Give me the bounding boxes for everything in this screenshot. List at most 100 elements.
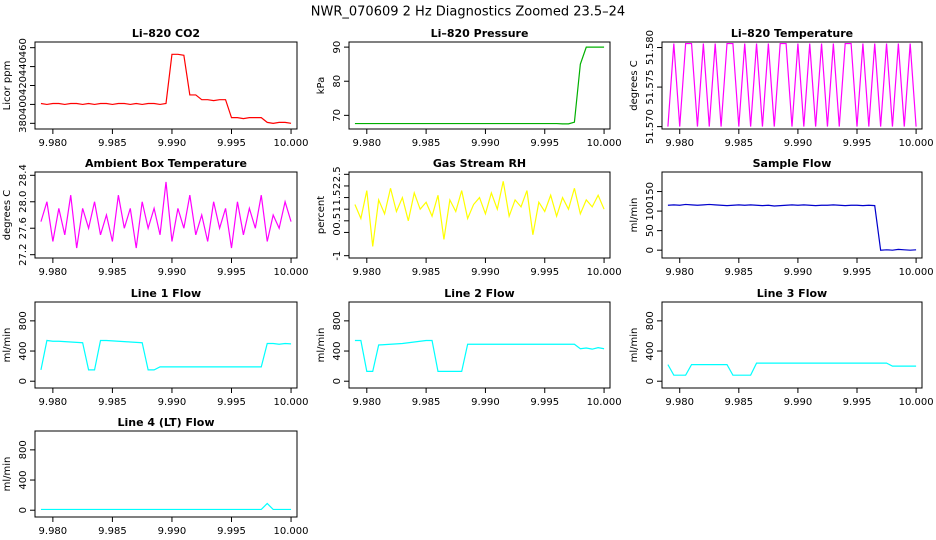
data-line (40, 339, 292, 371)
y-tick-label: 51.580 (645, 30, 656, 65)
data-line (40, 53, 292, 124)
x-tick-label: 9.990 (158, 526, 187, 537)
y-axis-label: ml/min (629, 198, 640, 233)
y-tick-label: 0 (332, 229, 343, 235)
x-tick-label: 9.985 (98, 397, 127, 408)
x-tick-label: 9.980 (352, 397, 381, 408)
x-tick-label: 9.980 (39, 526, 68, 537)
panel-title: Line 3 Flow (757, 287, 827, 300)
y-tick-label: 400 (332, 341, 343, 360)
y-tick-label: 2 (332, 183, 343, 189)
plot-frame (348, 301, 611, 389)
y-tick-label: 28.0 (18, 191, 29, 213)
x-tick-label: 10.000 (274, 267, 309, 278)
y-axis-label: percent (316, 196, 327, 234)
y-axis-label: ml/min (2, 457, 13, 492)
x-tick-label: 9.985 (724, 138, 753, 149)
x-tick-label: 9.980 (39, 267, 68, 278)
x-tick-label: 9.995 (217, 267, 246, 278)
panel-title: Line 4 (LT) Flow (118, 416, 215, 429)
y-axis-label: Licor ppm (2, 61, 13, 111)
x-tick-label: 9.990 (784, 397, 813, 408)
x-tick-label: 9.990 (471, 267, 500, 278)
figure-title: NWR_070609 2 Hz Diagnostics Zoomed 23.5–… (311, 5, 625, 20)
panel-title: Sample Flow (753, 157, 832, 170)
y-tick-label: 800 (18, 311, 29, 330)
x-tick-label: 9.980 (39, 397, 68, 408)
data-line (354, 339, 605, 372)
x-tick-label: 9.990 (471, 397, 500, 408)
y-tick-label: 400 (18, 470, 29, 489)
plot-frame (661, 41, 923, 130)
x-tick-label: 9.995 (217, 397, 246, 408)
y-tick-label: 800 (332, 311, 343, 330)
x-tick-label: 10.000 (274, 138, 309, 149)
panel-title: Line 1 Flow (131, 287, 201, 300)
x-tick-label: 9.995 (843, 138, 872, 149)
x-tick-label: 9.995 (843, 267, 872, 278)
plot-frame (34, 430, 298, 518)
plot-frame (661, 171, 923, 259)
x-tick-label: 10.000 (274, 526, 309, 537)
y-tick-label: 420 (18, 76, 29, 95)
y-axis-label: ml/min (629, 328, 640, 363)
x-tick-label: 9.990 (158, 267, 187, 278)
x-tick-label: 9.995 (217, 138, 246, 149)
panel-title: Li–820 Pressure (431, 27, 529, 40)
panel-title: Gas Stream RH (433, 157, 526, 170)
x-tick-label: 9.995 (843, 397, 872, 408)
y-tick-label: 28.4 (18, 164, 29, 186)
x-tick-label: 9.980 (665, 138, 694, 149)
y-axis-label: ml/min (316, 328, 327, 363)
y-tick-label: 380 (18, 114, 29, 133)
y-tick-label: 400 (18, 341, 29, 360)
y-axis-label: ml/min (2, 328, 13, 363)
data-line (40, 181, 292, 249)
x-tick-label: 9.995 (530, 138, 559, 149)
x-tick-label: 9.995 (217, 526, 246, 537)
y-tick-label: 1 (332, 206, 343, 212)
x-tick-label: 9.985 (724, 397, 753, 408)
y-tick-label: -1 (332, 251, 343, 261)
y-tick-label: 0 (332, 378, 343, 384)
y-tick-label: 0 (18, 378, 29, 384)
plot-frame (348, 171, 611, 259)
y-tick-label: 51.570 (645, 109, 656, 144)
data-line (354, 181, 605, 247)
panel-title: Line 2 Flow (444, 287, 514, 300)
data-line (354, 46, 605, 125)
y-tick-label: 800 (645, 311, 656, 330)
x-tick-label: 9.980 (352, 138, 381, 149)
y-tick-label: 440 (18, 57, 29, 76)
data-line (40, 502, 292, 511)
panel-title: Li–820 Temperature (731, 27, 853, 40)
x-tick-label: 10.000 (587, 267, 622, 278)
x-tick-label: 9.990 (784, 267, 813, 278)
y-tick-label: 400 (645, 341, 656, 360)
plot-frame (34, 171, 298, 259)
plot-frame (34, 301, 298, 389)
x-tick-label: 9.990 (471, 138, 500, 149)
panel-title: Ambient Box Temperature (85, 157, 247, 170)
y-tick-label: 0 (645, 247, 656, 253)
x-tick-label: 9.985 (412, 267, 441, 278)
x-tick-label: 9.985 (412, 397, 441, 408)
x-tick-label: 10.000 (587, 138, 622, 149)
x-tick-label: 9.980 (352, 267, 381, 278)
x-tick-label: 9.995 (530, 397, 559, 408)
y-tick-label: 460 (18, 38, 29, 57)
y-tick-label: 1.5 (332, 190, 343, 206)
y-tick-label: 100 (645, 202, 656, 221)
plot-frame (661, 301, 923, 389)
plot-frame (348, 41, 611, 130)
y-axis-label: degrees C (629, 60, 640, 110)
x-tick-label: 9.990 (158, 138, 187, 149)
x-tick-label: 10.000 (274, 397, 309, 408)
data-line (667, 42, 917, 127)
y-tick-label: 51.575 (645, 70, 656, 105)
x-tick-label: 9.985 (412, 138, 441, 149)
y-tick-label: 400 (18, 95, 29, 114)
y-tick-label: 50 (645, 224, 656, 237)
y-tick-label: 70 (332, 109, 343, 122)
